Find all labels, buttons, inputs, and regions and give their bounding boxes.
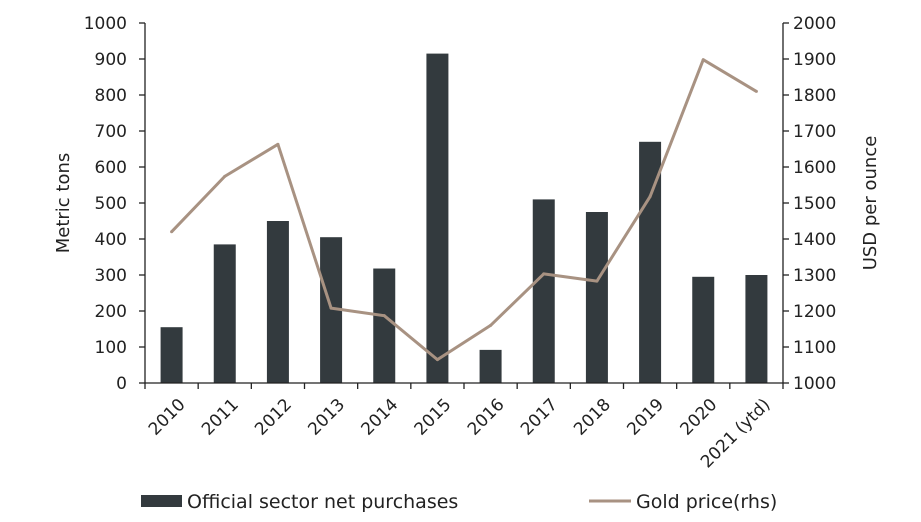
right-tick-label: 1500: [793, 194, 836, 214]
bar-2019: [639, 141, 662, 383]
right-tick-label: 1200: [793, 302, 836, 322]
right-tick-labels: 1000 1100 1200 1300 1400 1500 1600 1700 1800 1900…: [793, 14, 836, 394]
legend: Official sector net purchases Gold price…: [141, 491, 777, 513]
right-tick-label: 1800: [793, 86, 836, 106]
gold-price-point: [595, 279, 599, 283]
bar-2018: [585, 212, 608, 383]
legend-swatch-bar: [141, 495, 182, 507]
gold-price-point: [170, 230, 174, 234]
left-tick-label: 1000: [84, 14, 127, 34]
left-tick-label: 600: [95, 158, 127, 178]
y-left-axis-title: Metric tons: [53, 153, 74, 254]
x-tick-label: 2015: [411, 395, 456, 440]
gold-price-point: [435, 358, 439, 362]
gold-price-point: [276, 142, 280, 146]
bar-2013: [320, 237, 343, 383]
left-tick-label: 300: [95, 266, 127, 286]
x-tick-label: 2016: [464, 395, 509, 440]
axes-layer: [139, 22, 789, 389]
left-tick-label: 900: [95, 50, 127, 70]
bar-2017: [532, 199, 555, 383]
gold-price-point: [329, 306, 333, 310]
right-tick-label: 1900: [793, 50, 836, 70]
right-tick-label: 1000: [793, 374, 836, 394]
right-tick-label: 1100: [793, 338, 836, 358]
left-tick-label: 200: [95, 302, 127, 322]
x-tick-label: 2017: [517, 395, 562, 440]
x-tick-label: 2018: [570, 395, 615, 440]
gold-price-point: [648, 195, 652, 199]
left-tick-label: 0: [116, 374, 127, 394]
gold-price-point: [223, 174, 227, 178]
legend-label-bar: Official sector net purchases: [187, 491, 458, 513]
line-layer: [170, 58, 758, 362]
gold-price-line: [170, 58, 758, 362]
gold-price-point: [754, 89, 758, 93]
x-tick-label: 2013: [304, 395, 349, 440]
bar-2011: [213, 244, 236, 383]
bar-2021-ytd-: [745, 275, 768, 383]
y-right-axis-title: USD per ounce: [860, 136, 881, 271]
right-tick-label: 1700: [793, 122, 836, 142]
x-tick-label: 2019: [623, 395, 668, 440]
gold-price-point: [542, 272, 546, 276]
left-tick-label: 800: [95, 86, 127, 106]
gold-price-point: [489, 323, 493, 327]
bar-2014: [373, 268, 396, 383]
right-tick-label: 2000: [793, 14, 836, 34]
bar-2020: [692, 276, 715, 383]
bar-2010: [160, 327, 183, 383]
left-tick-label: 700: [95, 122, 127, 142]
x-tick-label: 2010: [145, 395, 190, 440]
gold-price-point: [382, 314, 386, 318]
right-tick-label: 1600: [793, 158, 836, 178]
x-tick-label: 2012: [251, 395, 296, 440]
bars-layer: [160, 53, 768, 383]
x-tick-label: 2011: [198, 395, 243, 440]
bar-2016: [479, 349, 502, 383]
x-tick-label: 2014: [358, 395, 403, 440]
bar-2015: [426, 53, 449, 383]
gold-price-point: [701, 58, 705, 62]
x-tick-label: 2020: [677, 395, 722, 440]
left-tick-labels: 0 100 200 300 400 500 600 700 800 900 1000: [84, 14, 127, 394]
left-tick-label: 500: [95, 194, 127, 214]
right-tick-label: 1300: [793, 266, 836, 286]
right-tick-label: 1400: [793, 230, 836, 250]
left-tick-label: 100: [95, 338, 127, 358]
left-tick-label: 400: [95, 230, 127, 250]
bar-2012: [266, 221, 289, 383]
legend-label-line: Gold price(rhs): [636, 491, 777, 513]
x-tick-labels: 2010 2011 2012 2013 2014 2015 2016 2017 2018 2019…: [145, 395, 775, 472]
